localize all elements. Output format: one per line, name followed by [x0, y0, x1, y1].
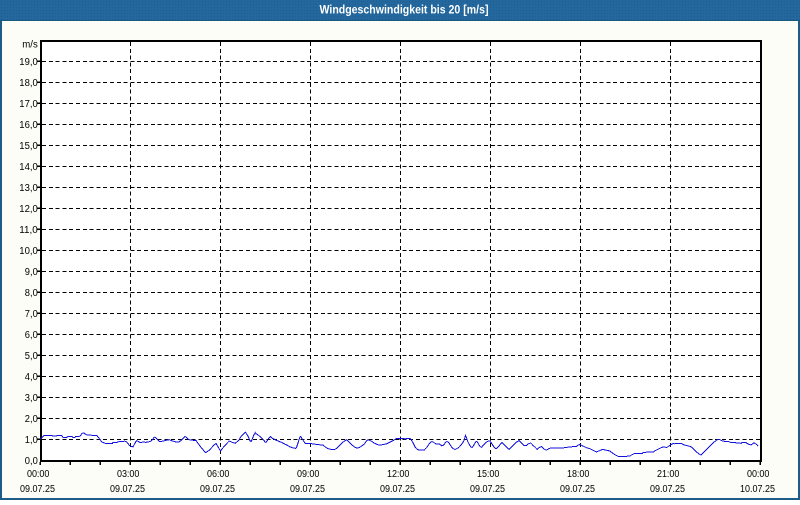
- svg-text:00:00: 00:00: [27, 469, 50, 480]
- svg-text:4,0: 4,0: [25, 372, 38, 383]
- svg-text:7,0: 7,0: [25, 309, 38, 320]
- svg-text:09.07.25: 09.07.25: [20, 484, 55, 495]
- svg-text:00:00: 00:00: [747, 469, 770, 480]
- svg-text:15:00: 15:00: [477, 469, 500, 480]
- svg-text:Windgeschwindigkeit bis 20 [m/: Windgeschwindigkeit bis 20 [m/s]: [320, 3, 489, 17]
- svg-text:14,0: 14,0: [19, 162, 38, 173]
- svg-text:0,0: 0,0: [25, 456, 38, 467]
- svg-text:m/s: m/s: [22, 40, 38, 51]
- svg-text:16,0: 16,0: [19, 120, 38, 131]
- svg-text:6,0: 6,0: [25, 330, 38, 341]
- svg-text:19,0: 19,0: [19, 57, 38, 68]
- svg-text:06:00: 06:00: [207, 469, 230, 480]
- svg-text:1,0: 1,0: [25, 435, 38, 446]
- svg-text:10,0: 10,0: [19, 246, 38, 257]
- svg-text:09.07.25: 09.07.25: [560, 484, 595, 495]
- svg-text:12:00: 12:00: [387, 469, 410, 480]
- svg-text:9,0: 9,0: [25, 267, 38, 278]
- svg-text:09.07.25: 09.07.25: [290, 484, 325, 495]
- svg-text:09.07.25: 09.07.25: [650, 484, 685, 495]
- svg-text:17,0: 17,0: [19, 99, 38, 110]
- svg-text:12,0: 12,0: [19, 204, 38, 215]
- svg-text:09:00: 09:00: [297, 469, 320, 480]
- svg-text:03:00: 03:00: [117, 469, 140, 480]
- svg-text:18,0: 18,0: [19, 78, 38, 89]
- svg-text:09.07.25: 09.07.25: [110, 484, 145, 495]
- svg-text:8,0: 8,0: [25, 288, 38, 299]
- svg-text:2,0: 2,0: [25, 414, 38, 425]
- svg-text:15,0: 15,0: [19, 141, 38, 152]
- svg-text:09.07.25: 09.07.25: [470, 484, 505, 495]
- svg-text:11,0: 11,0: [19, 225, 38, 236]
- svg-text:09.07.25: 09.07.25: [380, 484, 415, 495]
- svg-text:21:00: 21:00: [657, 469, 680, 480]
- svg-text:3,0: 3,0: [25, 393, 38, 404]
- svg-text:09.07.25: 09.07.25: [200, 484, 235, 495]
- svg-text:13,0: 13,0: [19, 183, 38, 194]
- svg-text:18:00: 18:00: [567, 469, 590, 480]
- svg-text:10.07.25: 10.07.25: [740, 484, 775, 495]
- svg-text:5,0: 5,0: [25, 351, 38, 362]
